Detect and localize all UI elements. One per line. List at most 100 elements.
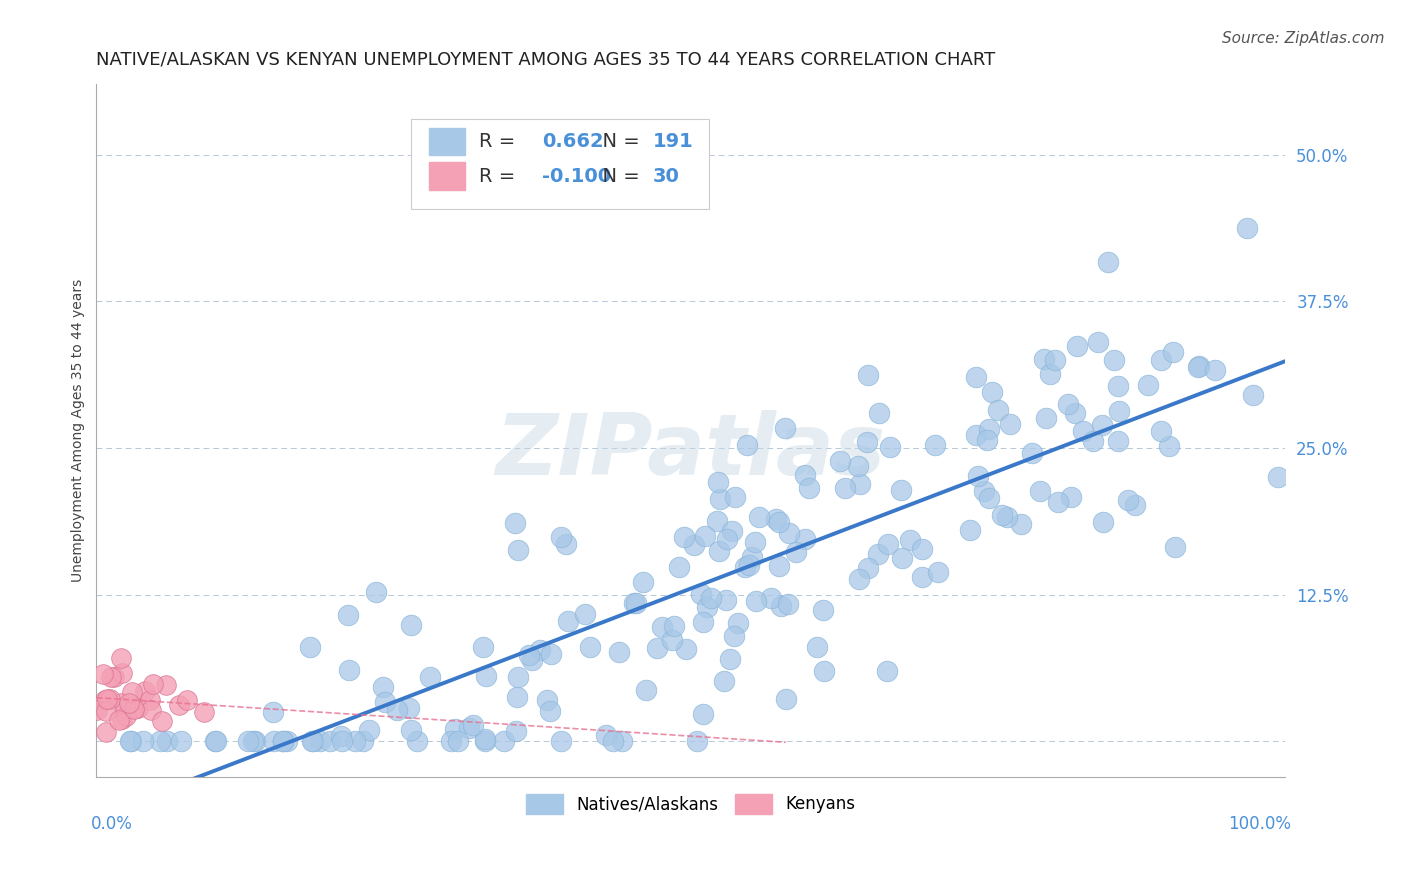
Point: [1188, 359, 1211, 374]
Point: [830, 454, 852, 468]
Point: [1066, 338, 1088, 352]
Point: [706, 514, 728, 528]
Point: [769, 599, 792, 614]
Point: [374, 695, 396, 709]
Point: [713, 673, 735, 688]
Point: [1060, 491, 1083, 505]
Point: [387, 703, 409, 717]
Point: [457, 721, 479, 735]
Point: [1136, 377, 1159, 392]
Point: [879, 441, 901, 455]
Point: [768, 515, 790, 529]
Point: [579, 640, 602, 654]
Point: [118, 696, 141, 710]
Point: [977, 491, 1000, 505]
Point: [1063, 406, 1085, 420]
Point: [631, 575, 654, 590]
Text: ZIPatlas: ZIPatlas: [495, 409, 886, 492]
Point: [94, 693, 117, 707]
Point: [735, 438, 758, 452]
Point: [794, 467, 817, 482]
Point: [236, 734, 259, 748]
Text: R =: R =: [479, 132, 522, 151]
Point: [91, 667, 114, 681]
Point: [1087, 334, 1109, 349]
Point: [709, 491, 731, 506]
Point: [156, 734, 179, 748]
Text: 0.0%: 0.0%: [90, 814, 132, 833]
Point: [741, 550, 763, 565]
Point: [1021, 446, 1043, 460]
Point: [1157, 439, 1180, 453]
Point: [100, 670, 122, 684]
Point: [301, 734, 323, 748]
Point: [981, 384, 1004, 399]
Point: [271, 734, 294, 748]
Point: [142, 676, 165, 690]
Text: 0.662: 0.662: [543, 132, 603, 151]
Point: [987, 403, 1010, 417]
Point: [536, 693, 558, 707]
Point: [242, 734, 264, 748]
Point: [848, 572, 870, 586]
Point: [141, 703, 163, 717]
Point: [990, 508, 1012, 523]
Point: [472, 640, 495, 654]
Point: [723, 629, 745, 643]
Y-axis label: Unemployment Among Ages 35 to 44 years: Unemployment Among Ages 35 to 44 years: [72, 278, 86, 582]
Point: [911, 570, 934, 584]
Point: [607, 645, 630, 659]
Point: [364, 584, 387, 599]
Point: [737, 558, 759, 572]
Point: [707, 475, 730, 490]
Point: [447, 734, 470, 748]
Point: [574, 607, 596, 621]
Point: [96, 692, 118, 706]
Text: 100.0%: 100.0%: [1227, 814, 1291, 833]
Point: [898, 533, 921, 548]
Point: [794, 533, 817, 547]
Point: [98, 691, 121, 706]
Text: NATIVE/ALASKAN VS KENYAN UNEMPLOYMENT AMONG AGES 35 TO 44 YEARS CORRELATION CHAR: NATIVE/ALASKAN VS KENYAN UNEMPLOYMENT AM…: [97, 51, 995, 69]
Point: [1187, 360, 1209, 375]
Point: [127, 701, 149, 715]
Point: [204, 734, 226, 748]
Point: [336, 608, 359, 623]
Point: [891, 551, 914, 566]
Point: [557, 615, 579, 629]
Point: [778, 598, 800, 612]
Point: [700, 591, 723, 605]
Point: [1123, 498, 1146, 512]
Point: [118, 734, 141, 748]
Point: [661, 632, 683, 647]
Point: [1035, 411, 1057, 425]
Point: [1039, 367, 1062, 381]
Point: [475, 669, 498, 683]
Point: [977, 422, 1000, 436]
Point: [474, 731, 496, 746]
Point: [797, 481, 820, 495]
Point: [696, 600, 718, 615]
Point: [959, 524, 981, 538]
Point: [243, 734, 266, 748]
Point: [745, 594, 768, 608]
Point: [1267, 469, 1289, 483]
Point: [1161, 345, 1184, 359]
Point: [519, 648, 541, 662]
Point: [193, 705, 215, 719]
Point: [806, 640, 828, 655]
Point: [672, 531, 695, 545]
Point: [115, 708, 138, 723]
Point: [595, 728, 617, 742]
Point: [686, 734, 709, 748]
Point: [1092, 515, 1115, 529]
Point: [554, 536, 576, 550]
Point: [263, 734, 285, 748]
Point: [149, 734, 172, 748]
Point: [352, 734, 374, 748]
Point: [319, 734, 342, 748]
Text: Source: ZipAtlas.com: Source: ZipAtlas.com: [1222, 31, 1385, 46]
Point: [690, 587, 713, 601]
Text: N =: N =: [589, 167, 645, 186]
Point: [1164, 541, 1187, 555]
